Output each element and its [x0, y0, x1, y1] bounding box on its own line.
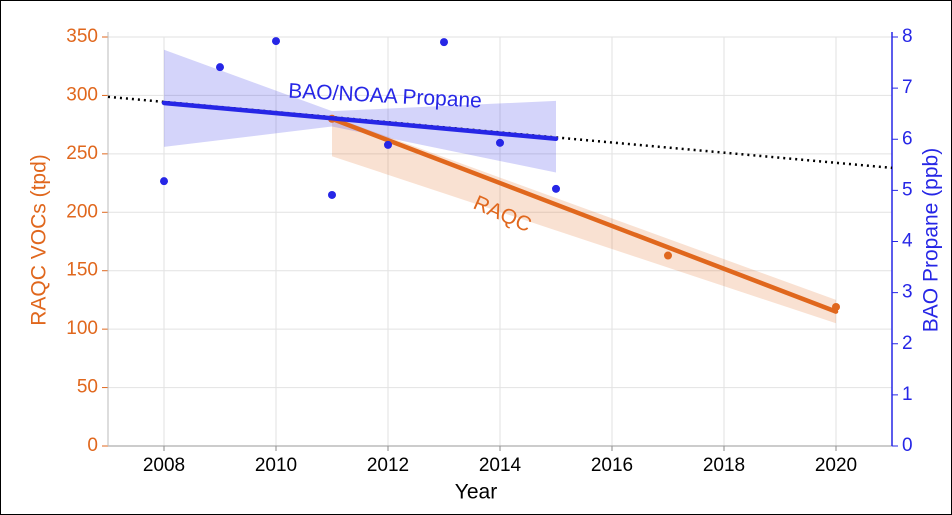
x-tick-label: 2008	[143, 455, 185, 476]
y-axis-label: RAQC VOCs (tpd)	[28, 154, 51, 326]
point	[440, 38, 448, 47]
y-tick-label: 200	[66, 201, 98, 222]
x-tick-label: 2010	[255, 455, 297, 476]
y2-tick-label: 3	[902, 282, 913, 303]
point	[664, 251, 672, 260]
point	[272, 37, 280, 46]
y2-tick-label: 7	[902, 77, 913, 98]
trend-line	[161, 100, 559, 141]
y2-tick-label: 6	[902, 128, 913, 149]
x-tick-label: 2016	[591, 455, 633, 476]
y2-tick-label: 1	[902, 384, 913, 405]
y2-tick-label: 2	[902, 333, 913, 354]
y-tick-label: 100	[66, 318, 98, 339]
y-tick-label: 350	[66, 26, 98, 47]
y2-axis-label: BAO Propane (ppb)	[920, 148, 943, 332]
point	[384, 140, 392, 149]
point	[552, 184, 560, 193]
y2-tick-label: 8	[902, 26, 913, 47]
point	[160, 177, 168, 186]
y-tick-label: 50	[77, 377, 98, 398]
y-tick-label: 0	[87, 435, 98, 456]
x-tick-label: 2012	[367, 455, 409, 476]
y-tick-label: 150	[66, 260, 98, 281]
trend-line	[329, 116, 839, 314]
y-tick-label: 300	[66, 84, 98, 105]
x-axis-label: Year	[455, 481, 497, 504]
x-tick-label: 2018	[703, 455, 745, 476]
confidence-band	[164, 49, 556, 173]
y2-tick-label: 0	[902, 435, 913, 456]
y2-tick-label: 4	[902, 231, 913, 252]
point	[328, 190, 336, 199]
point	[216, 63, 224, 72]
point	[832, 302, 840, 311]
y-tick-label: 250	[66, 143, 98, 164]
point	[496, 138, 504, 147]
x-tick-label: 2014	[479, 455, 522, 476]
y2-tick-label: 5	[902, 179, 913, 200]
x-tick-label: 2020	[815, 455, 857, 476]
